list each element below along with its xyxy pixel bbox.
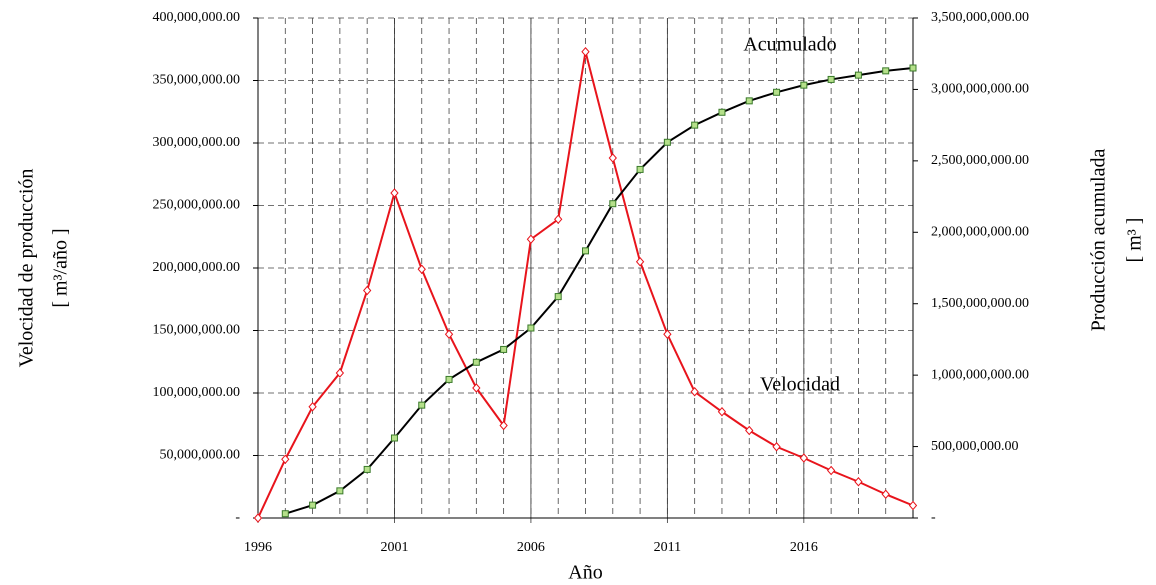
point [472, 383, 481, 393]
point [390, 434, 398, 442]
x-tick-label: 2001 [380, 540, 408, 555]
y-tick-label: 150,000,000.00 [153, 323, 241, 338]
point [582, 247, 589, 255]
point [526, 234, 536, 245]
y2-axis-title: Producción acumulada [1088, 149, 1110, 332]
y2-tick-label: 1,500,000,000.00 [931, 296, 1029, 311]
point [772, 441, 781, 452]
y-tick-label: 250,000,000.00 [153, 198, 241, 213]
point [554, 293, 562, 301]
y2-tick-label: 3,500,000,000.00 [931, 10, 1029, 25]
point [773, 88, 781, 96]
y-tick-label: 200,000,000.00 [153, 260, 241, 275]
point [281, 510, 289, 518]
point [800, 81, 808, 89]
point [308, 401, 317, 412]
series-line [284, 67, 914, 515]
point [881, 489, 890, 500]
y-axis-title: [ m³/año ] [50, 228, 72, 307]
x-tick-label: 1996 [244, 540, 272, 555]
y2-tick-label: 2,500,000,000.00 [931, 153, 1029, 168]
point [908, 500, 918, 511]
point [281, 454, 290, 465]
y2-tick-label: 3,000,000,000.00 [931, 82, 1029, 97]
y2-tick-label: 500,000,000.00 [931, 439, 1019, 454]
series-label: Velocidad [760, 374, 840, 396]
x-axis-title: Año [568, 562, 602, 584]
point [636, 165, 644, 173]
y2-tick-label: 1,000,000,000.00 [931, 367, 1029, 382]
point [663, 329, 672, 340]
y2-tick-label: 2,000,000,000.00 [931, 225, 1029, 240]
y-tick-label: 50,000,000.00 [160, 448, 241, 463]
y-tick-label: 350,000,000.00 [153, 73, 241, 88]
point [608, 153, 617, 163]
point [253, 513, 263, 523]
x-tick-label: 2006 [517, 540, 545, 555]
y-tick-label: 400,000,000.00 [153, 10, 241, 25]
point [554, 214, 563, 225]
x-tick-label: 2011 [654, 540, 681, 555]
point [854, 476, 863, 487]
point [363, 465, 371, 473]
point [335, 368, 345, 378]
point [418, 401, 426, 409]
point [718, 108, 726, 116]
point [363, 285, 372, 296]
y-tick-label: 100,000,000.00 [153, 385, 241, 400]
point [827, 75, 835, 83]
point [909, 64, 917, 72]
point [500, 345, 508, 353]
point [663, 138, 671, 146]
point [309, 501, 317, 509]
point [444, 329, 454, 340]
point [690, 386, 699, 397]
point [799, 453, 808, 463]
point [472, 358, 480, 366]
point [390, 188, 399, 198]
point [609, 200, 617, 208]
point [527, 324, 535, 332]
y-axis-title: Velocidad de producción [16, 169, 38, 368]
point [854, 71, 862, 79]
point [745, 97, 753, 105]
point [826, 465, 836, 476]
point [336, 487, 344, 495]
point [499, 420, 508, 431]
point [417, 264, 426, 275]
point [691, 121, 699, 129]
series-label: Acumulado [743, 34, 836, 56]
point [635, 256, 645, 267]
point [445, 375, 453, 383]
y-tick-label: 300,000,000.00 [153, 135, 241, 150]
y-tick-label: - [235, 510, 240, 525]
point [745, 425, 754, 436]
x-tick-label: 2016 [790, 540, 818, 555]
y2-axis-title: [ m³ ] [1124, 218, 1146, 263]
y2-tick-label: - [931, 510, 936, 525]
point [717, 406, 727, 417]
point [882, 67, 890, 75]
point [581, 46, 590, 57]
